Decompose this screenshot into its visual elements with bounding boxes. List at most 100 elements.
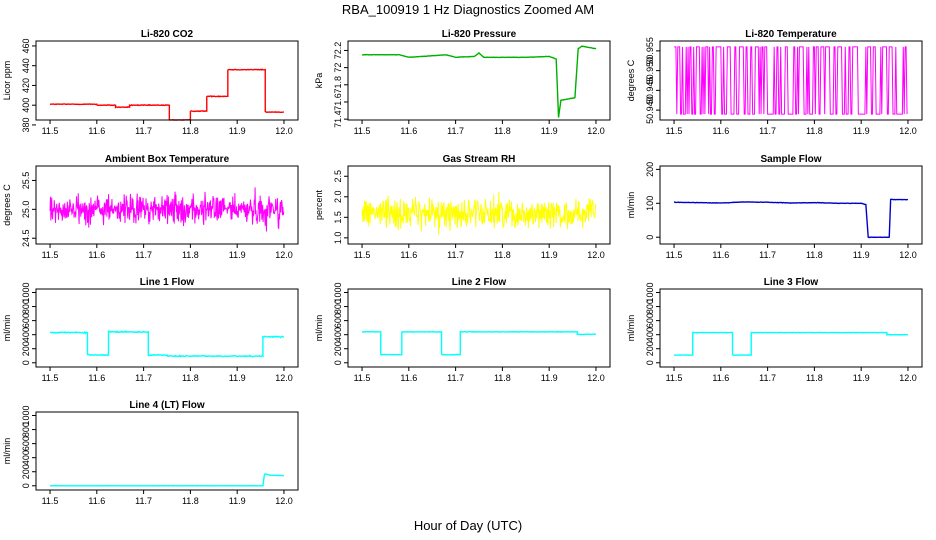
x-tick-label: 11.8 <box>806 373 823 383</box>
y-axis-label: ml/min <box>314 315 324 342</box>
x-tick-label: 11.5 <box>666 373 683 383</box>
x-tick-label: 11.5 <box>354 126 371 136</box>
x-tick-label: 11.7 <box>447 126 464 136</box>
x-tick-label: 11.8 <box>806 126 823 136</box>
x-tick-label: 11.6 <box>712 126 729 136</box>
y-tick-label: 0 <box>645 235 655 240</box>
x-tick-label: 11.6 <box>712 250 729 260</box>
series-line <box>49 187 285 232</box>
y-tick-label: 24.5 <box>21 229 31 247</box>
y-tick-label: 0 <box>21 360 31 365</box>
x-tick-label: 11.6 <box>400 250 417 260</box>
y-tick-label: 71.4 <box>333 110 343 128</box>
y-tick-label: 600 <box>333 313 343 328</box>
x-tick-label: 11.9 <box>853 250 870 260</box>
panel-title: Sample Flow <box>760 154 821 165</box>
panel-10: Line 4 (LT) Flow 11.5 11.6 11.7 11.8 11.9 12.0… <box>2 400 299 506</box>
x-tick-label: 11.8 <box>494 250 511 260</box>
y-tick-label: 50.945 <box>645 77 655 105</box>
plot-frame <box>659 288 923 368</box>
panel-8: Line 2 Flow 11.5 11.6 11.7 11.8 11.9 12.0 0 2004… <box>314 277 611 383</box>
x-tick-label: 11.8 <box>494 126 511 136</box>
y-tick-label: 400 <box>645 327 655 342</box>
x-tick-label: 11.8 <box>182 250 199 260</box>
y-tick-label: 600 <box>21 313 31 328</box>
x-tick-label: 11.9 <box>229 496 246 506</box>
y-tick-label: 71.8 <box>333 76 343 94</box>
panel-title: Line 3 Flow <box>764 277 819 288</box>
x-tick-label: 12.0 <box>587 373 605 383</box>
figure-title: RBA_100919 1 Hz Diagnostics Zoomed AM <box>341 2 595 17</box>
x-tick-label: 11.8 <box>806 250 823 260</box>
x-tick-label: 11.9 <box>229 373 246 383</box>
y-tick-label: 0 <box>21 483 31 488</box>
x-tick-label: 11.5 <box>42 250 59 260</box>
y-tick-label: 420 <box>21 78 31 93</box>
panel-title: Line 2 Flow <box>452 277 507 288</box>
y-tick-label: 400 <box>333 327 343 342</box>
x-tick-label: 11.6 <box>400 373 417 383</box>
x-tick-label: 12.0 <box>275 496 293 506</box>
panel-title: Li-820 Pressure <box>442 29 517 40</box>
y-tick-label: 200 <box>21 464 31 479</box>
y-tick-label: 800 <box>333 299 343 314</box>
y-tick-label: 600 <box>21 436 31 451</box>
plot-frame <box>35 288 299 368</box>
plot-frame <box>35 165 299 245</box>
y-tick-label: 800 <box>645 299 655 314</box>
x-tick-label: 11.7 <box>135 496 152 506</box>
series-line <box>673 331 908 357</box>
panel-title: Line 1 Flow <box>140 277 195 288</box>
y-tick-label: 1000 <box>645 282 655 302</box>
panel-9: Line 3 Flow 11.5 11.6 11.7 11.8 11.9 12.0 0 2004… <box>626 277 923 383</box>
plot-frame <box>659 165 923 245</box>
x-tick-label: 11.7 <box>759 126 776 136</box>
x-tick-label: 11.9 <box>229 126 246 136</box>
x-tick-label: 11.8 <box>182 496 199 506</box>
x-tick-label: 12.0 <box>587 250 605 260</box>
y-tick-label: 460 <box>21 38 31 53</box>
y-tick-label: 50.940 <box>645 96 655 124</box>
y-tick-label: 200 <box>645 341 655 356</box>
y-tick-label: 1000 <box>21 282 31 302</box>
series-line <box>361 191 597 235</box>
x-tick-label: 11.7 <box>135 250 152 260</box>
figure-x-axis-label: Hour of Day (UTC) <box>413 518 523 533</box>
y-axis-label: degrees C <box>626 59 636 101</box>
x-tick-label: 11.7 <box>447 250 464 260</box>
y-tick-label: 50.955 <box>645 37 655 65</box>
x-tick-label: 11.8 <box>182 373 199 383</box>
y-tick-label: 71.6 <box>333 93 343 111</box>
y-tick-label: 2.0 <box>333 191 343 204</box>
x-tick-label: 11.9 <box>229 250 246 260</box>
x-tick-label: 11.7 <box>759 250 776 260</box>
x-tick-label: 11.6 <box>88 373 105 383</box>
y-tick-label: 200 <box>21 341 31 356</box>
x-tick-label: 11.6 <box>88 126 105 136</box>
x-tick-label: 11.9 <box>541 373 558 383</box>
panel-7: Line 1 Flow 11.5 11.6 11.7 11.8 11.9 12.0 0 2004… <box>2 277 299 383</box>
y-axis-label: Licor ppm <box>2 61 12 101</box>
x-tick-label: 11.9 <box>541 250 558 260</box>
y-axis-label: degrees C <box>2 184 12 226</box>
panel-6: Sample Flow 11.5 11.6 11.7 11.8 11.9 12.0 0 100 2… <box>626 154 923 260</box>
y-axis-label: ml/min <box>2 315 12 342</box>
plot-frame <box>35 40 299 121</box>
x-tick-label: 11.7 <box>135 126 152 136</box>
x-tick-label: 12.0 <box>275 373 293 383</box>
panel-2: Li-820 Pressure 11.5 11.6 11.7 11.8 11.9 12.0 7… <box>314 29 611 136</box>
y-tick-label: 1000 <box>333 282 343 302</box>
y-axis-label: ml/min <box>2 438 12 465</box>
x-tick-label: 12.0 <box>899 373 917 383</box>
plot-frame <box>347 165 611 245</box>
series-line <box>361 45 597 118</box>
y-tick-label: 0 <box>645 360 655 365</box>
x-tick-label: 11.7 <box>135 373 152 383</box>
x-tick-label: 12.0 <box>275 250 293 260</box>
x-tick-label: 11.6 <box>88 496 105 506</box>
y-tick-label: 600 <box>645 313 655 328</box>
panel-title: Li-820 CO2 <box>141 29 194 40</box>
x-tick-label: 11.8 <box>182 126 199 136</box>
series-line <box>674 46 908 115</box>
series-line <box>49 330 285 358</box>
